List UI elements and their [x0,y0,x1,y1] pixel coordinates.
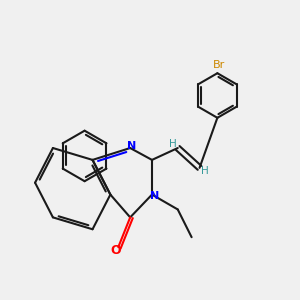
Text: H: H [201,167,209,176]
Text: Br: Br [213,60,225,70]
Text: H: H [169,140,177,149]
Text: O: O [111,244,121,257]
Text: N: N [127,141,136,151]
Text: N: N [150,191,159,201]
